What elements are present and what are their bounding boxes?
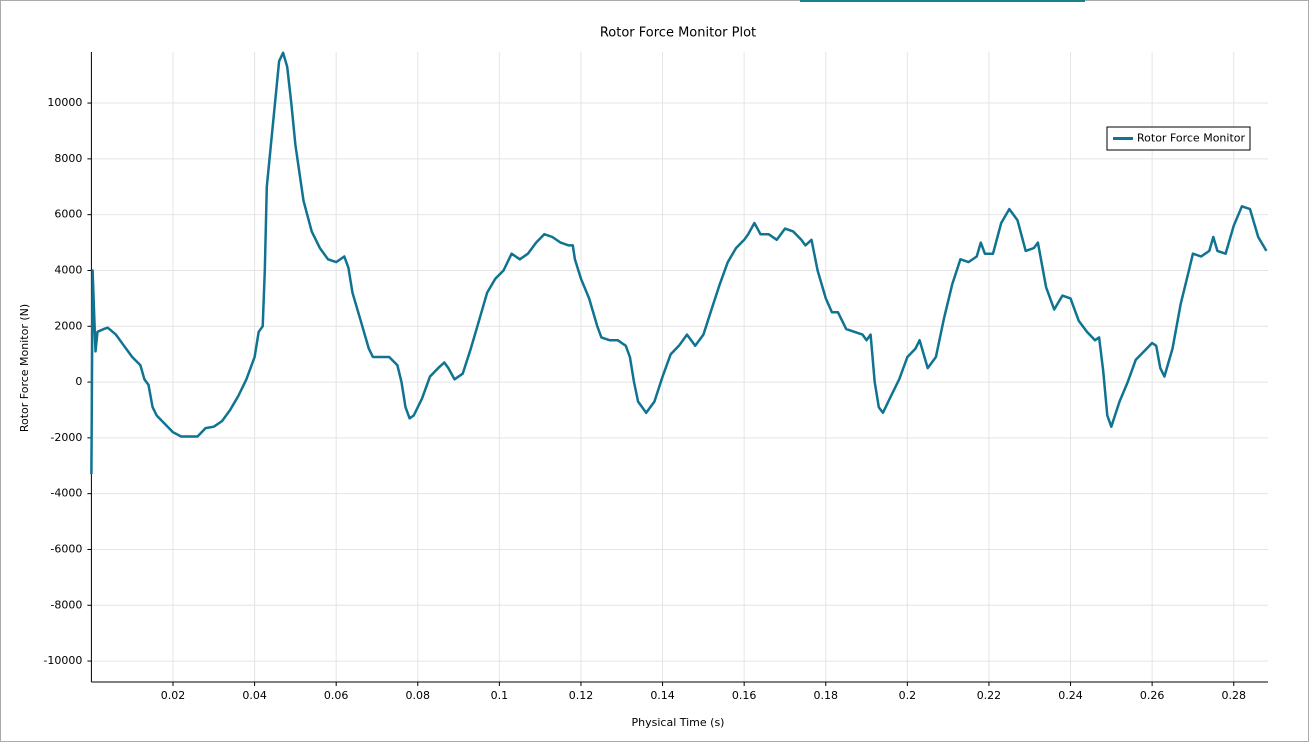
x-tick-label: 0.18 (814, 689, 839, 702)
y-tick-label: 8000 (54, 152, 82, 165)
x-tick-label: 0.26 (1140, 689, 1165, 702)
x-tick-label: 0.2 (899, 689, 917, 702)
x-tick-label: 0.06 (324, 689, 349, 702)
x-tick-label: 0.22 (977, 689, 1002, 702)
chart-title: Rotor Force Monitor Plot (600, 26, 756, 41)
x-tick-label: 0.24 (1058, 689, 1083, 702)
x-tick-label: 0.28 (1221, 689, 1246, 702)
y-tick-label: 4000 (54, 263, 82, 276)
y-axis-label: Rotor Force Monitor (N) (18, 304, 31, 432)
legend-box (1106, 126, 1251, 151)
y-tick-label: -4000 (50, 487, 82, 500)
x-axis-label: Physical Time (s) (632, 716, 725, 729)
x-tick-label: 0.16 (732, 689, 757, 702)
y-tick-label: 2000 (54, 319, 82, 332)
window-accent (800, 0, 1085, 2)
y-tick-label: 10000 (47, 96, 82, 109)
y-tick-label: 0 (75, 375, 82, 388)
x-tick-label: 0.08 (406, 689, 431, 702)
x-tick-label: 0.12 (569, 689, 594, 702)
y-tick-label: 6000 (54, 208, 82, 221)
x-tick-label: 0.04 (242, 689, 267, 702)
y-tick-label: -10000 (43, 654, 82, 667)
x-tick-label: 0.1 (491, 689, 509, 702)
legend-label: Rotor Force Monitor (1137, 132, 1245, 145)
y-tick-label: -2000 (50, 431, 82, 444)
x-tick-label: 0.14 (650, 689, 675, 702)
y-tick-label: -8000 (50, 598, 82, 611)
y-tick-label: -6000 (50, 542, 82, 555)
data-line (90, 51, 1268, 475)
x-tick-label: 0.02 (161, 689, 186, 702)
